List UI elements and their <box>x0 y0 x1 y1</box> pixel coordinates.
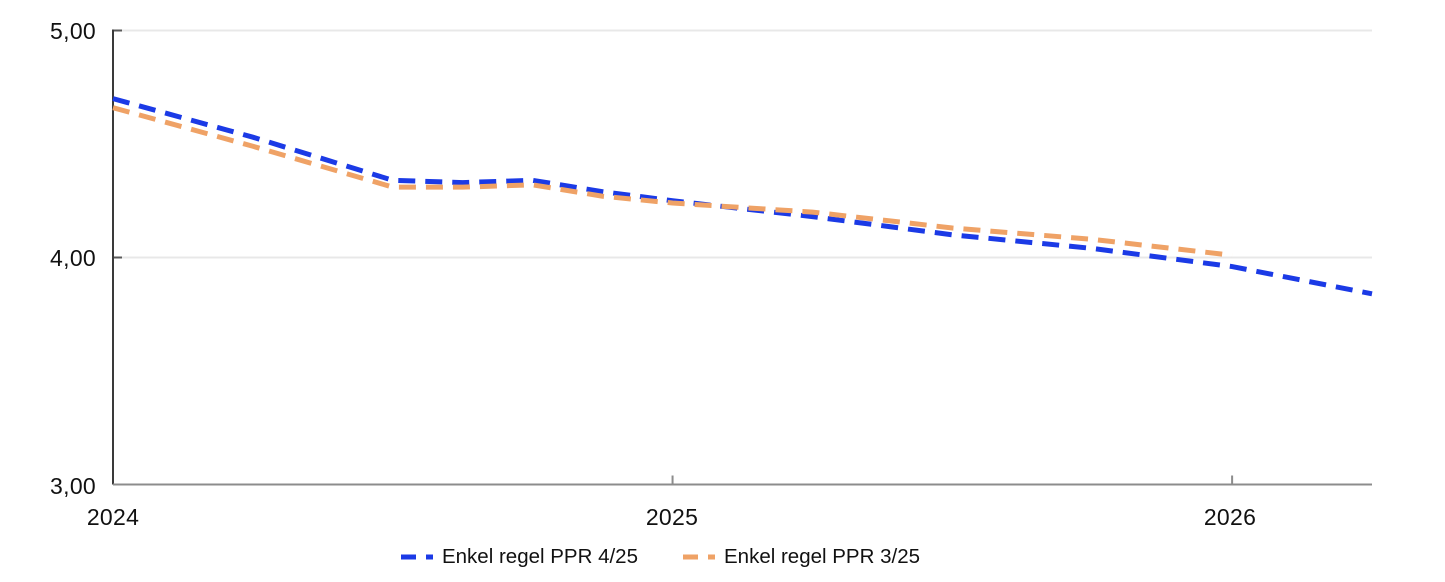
x-axis-tick-label: 2025 <box>645 504 699 530</box>
dashed-line-swatch-icon <box>683 554 720 560</box>
x-axis-tick-label: 2026 <box>1203 504 1257 530</box>
legend-item-ppr-3-25: Enkel regel PPR 3/25 <box>682 545 920 569</box>
dashed-line-swatch-icon <box>400 554 438 560</box>
legend-label: Enkel regel PPR 4/25 <box>441 545 638 568</box>
y-axis-tick-label: 4,00 <box>50 245 96 271</box>
x-axis-tick-label: 2024 <box>86 504 140 530</box>
legend-label: Enkel regel PPR 3/25 <box>724 545 921 568</box>
series-line-1 <box>112 105 1233 258</box>
y-axis-tick-label: 3,00 <box>50 473 96 499</box>
series-line-0 <box>112 96 1373 297</box>
legend: Enkel regel PPR 4/25 Enkel regel PPR 3/2… <box>0 542 1320 572</box>
y-axis-tick-label: 5,00 <box>50 18 96 44</box>
legend-item-ppr-4-25: Enkel regel PPR 4/25 <box>400 545 638 569</box>
